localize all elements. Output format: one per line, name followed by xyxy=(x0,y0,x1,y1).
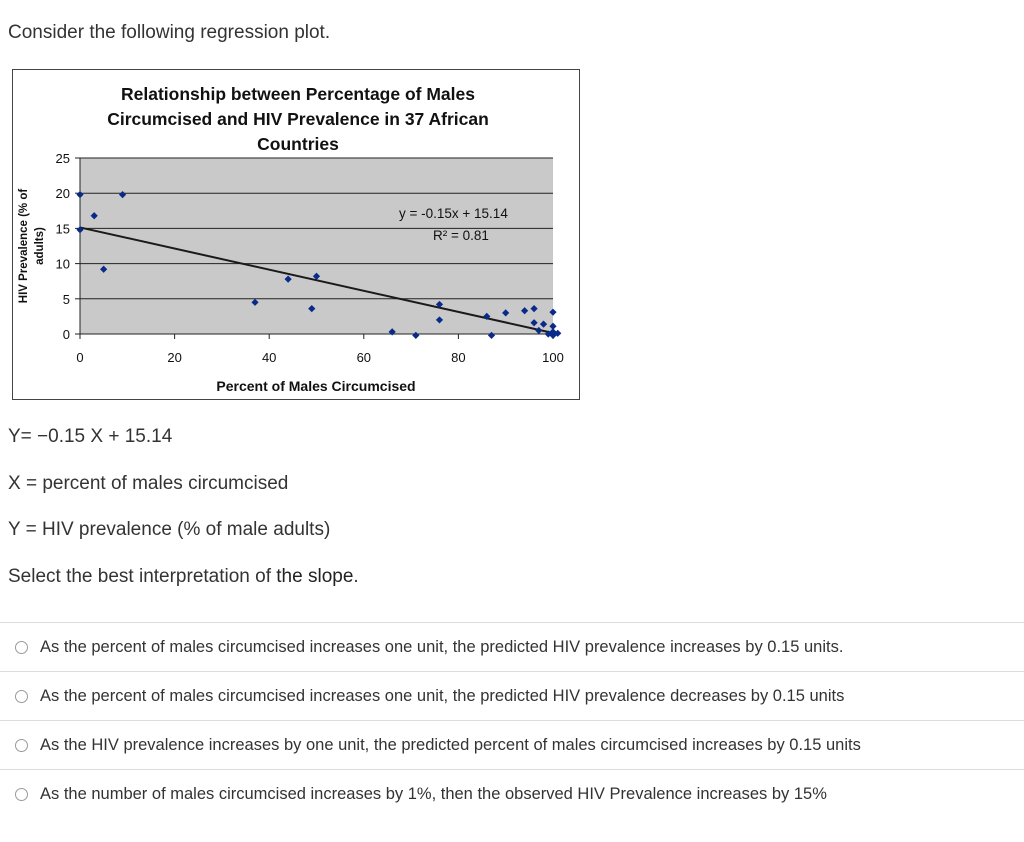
y-tick-label: 25 xyxy=(56,151,70,166)
data-point xyxy=(502,309,510,317)
answer-option[interactable]: As the percent of males circumcised incr… xyxy=(0,622,1024,671)
y-tick-label: 10 xyxy=(56,257,70,272)
data-point xyxy=(118,191,127,199)
trendline xyxy=(79,226,554,334)
regression-chart: Relationship between Percentage of Males… xyxy=(12,69,580,400)
x-tick-label: 80 xyxy=(451,350,465,365)
data-point xyxy=(412,331,420,340)
radio-button[interactable] xyxy=(15,640,28,654)
data-point xyxy=(100,265,108,273)
data-point xyxy=(284,275,292,283)
data-point xyxy=(76,226,84,234)
x-tick-label: 100 xyxy=(542,350,564,365)
x-tick-label: 40 xyxy=(262,350,276,365)
data-point xyxy=(530,305,538,313)
data-point xyxy=(539,320,548,328)
x-tick-label: 0 xyxy=(76,350,83,365)
answer-option[interactable]: As the number of males circumcised incre… xyxy=(0,769,1024,818)
plot-area xyxy=(80,158,553,334)
y-tick-label: 5 xyxy=(63,292,70,307)
radio-button[interactable] xyxy=(15,689,28,703)
answer-options: As the percent of males circumcised incr… xyxy=(0,622,1024,818)
data-point xyxy=(76,191,84,199)
data-point xyxy=(549,322,557,330)
x-definition: X = percent of males circumcised xyxy=(8,473,289,494)
instruction-suffix: . xyxy=(353,566,359,587)
data-point xyxy=(535,326,543,335)
y-axis-label-line: adults) xyxy=(34,227,46,265)
option-label: As the percent of males circumcised incr… xyxy=(40,637,844,656)
data-point xyxy=(435,300,444,309)
answer-option[interactable]: As the percent of males circumcised incr… xyxy=(0,671,1024,720)
data-point xyxy=(308,305,316,313)
data-point xyxy=(487,331,496,340)
answer-option[interactable]: As the HIV prevalence increases by one u… xyxy=(0,720,1024,769)
option-label: As the number of males circumcised incre… xyxy=(40,784,827,803)
x-tick-label: 60 xyxy=(357,350,371,365)
option-label: As the HIV prevalence increases by one u… xyxy=(40,735,861,754)
chart-svg: Relationship between Percentage of Males… xyxy=(18,84,564,394)
data-point xyxy=(483,312,491,320)
data-point xyxy=(90,212,98,220)
instruction-prefix: Select the best interpretation of xyxy=(8,566,277,587)
r-squared-label: R² = 0.81 xyxy=(433,228,489,243)
data-point xyxy=(251,298,259,306)
instruction-emphasis: the slope xyxy=(276,566,354,587)
y-tick-label: 15 xyxy=(56,221,70,236)
x-axis-label: Percent of Males Circumcised xyxy=(216,378,415,394)
y-tick-label: 20 xyxy=(56,186,70,201)
trendline-equation: y = -0.15x + 15.14 xyxy=(399,206,508,221)
data-point xyxy=(521,307,529,315)
radio-button[interactable] xyxy=(15,787,28,801)
y-tick-label: 0 xyxy=(63,327,70,342)
chart-title-line: Relationship between Percentage of Males xyxy=(121,84,475,104)
chart-title-line: Countries xyxy=(257,134,339,154)
instruction: Select the best interpretation of the sl… xyxy=(8,566,359,588)
x-tick-label: 20 xyxy=(167,350,181,365)
radio-button[interactable] xyxy=(15,738,28,752)
option-label: As the percent of males circumcised incr… xyxy=(40,686,845,705)
chart-title-line: Circumcised and HIV Prevalence in 37 Afr… xyxy=(107,109,489,129)
question-prompt: Consider the following regression plot. xyxy=(8,22,331,43)
y-axis-label-line: HIV Prevalence (% of xyxy=(18,189,30,304)
regression-equation: Y= −0.15 X + 15.14 xyxy=(8,426,173,447)
data-point xyxy=(388,328,396,336)
data-point xyxy=(554,329,562,337)
y-definition: Y = HIV prevalence (% of male adults) xyxy=(8,519,331,540)
